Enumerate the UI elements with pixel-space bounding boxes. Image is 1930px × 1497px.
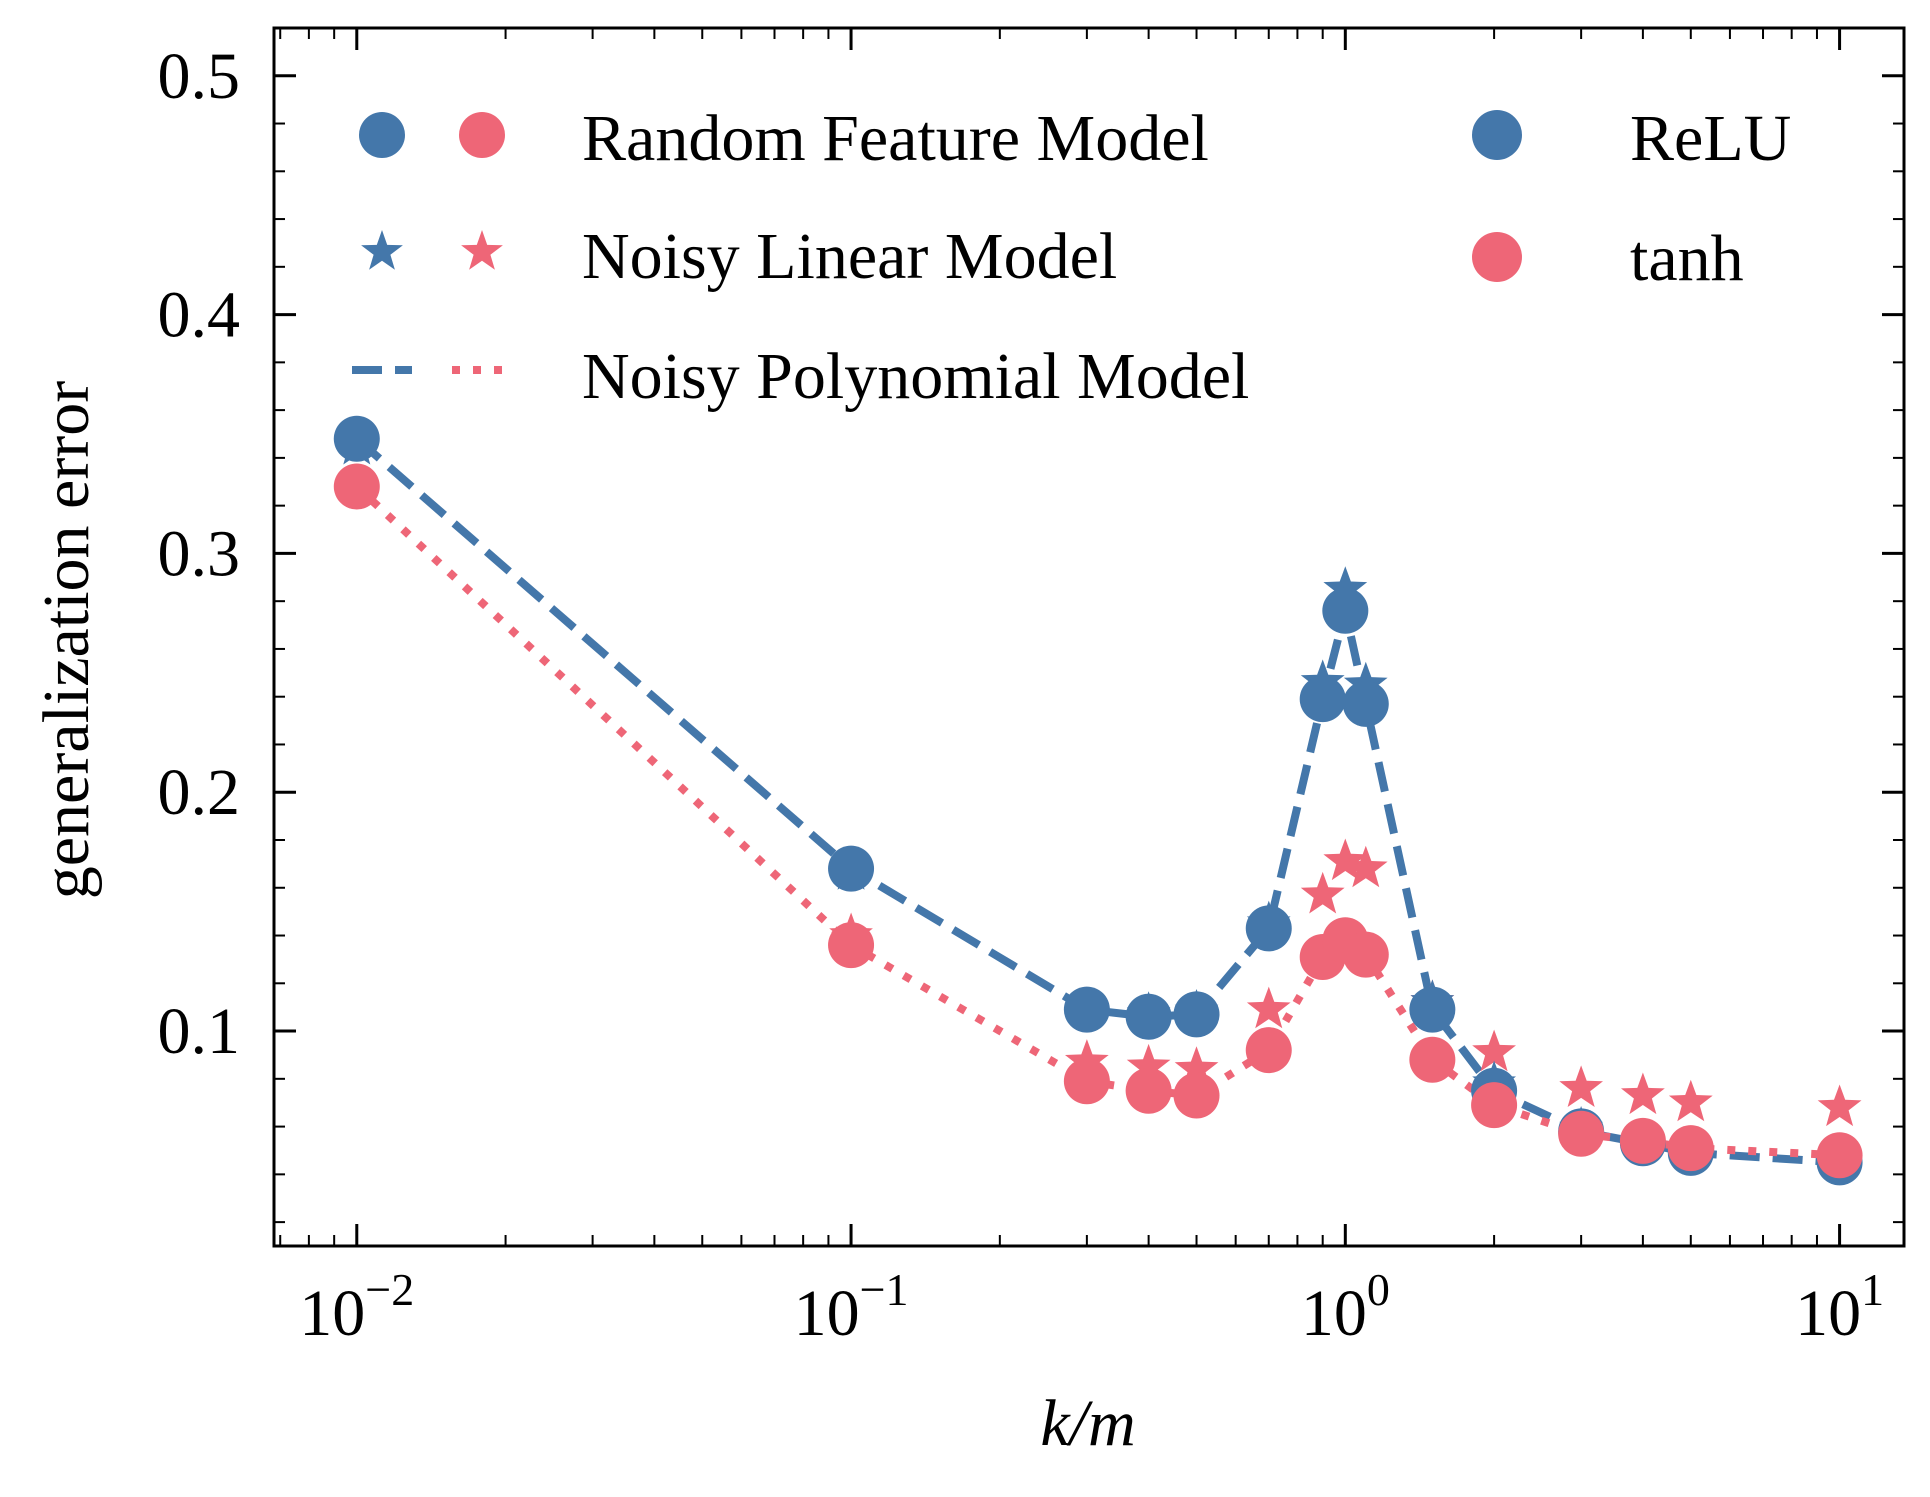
data-point-star-tanh bbox=[1300, 871, 1345, 914]
data-point-circle-tanh bbox=[1342, 931, 1389, 978]
data-point-star-tanh bbox=[1559, 1065, 1603, 1107]
data-point-circle-relu bbox=[1245, 905, 1292, 952]
ticks-layer: 10−2 10−1 100 101 0.1 0.2 0.3 0.4 0.5 bbox=[158, 27, 1904, 1350]
data-point-circle-relu bbox=[1173, 991, 1220, 1038]
data-point-star-tanh bbox=[1323, 838, 1368, 881]
legend-marker-nl-tanh bbox=[461, 230, 503, 270]
legend-label-relu: ReLU bbox=[1630, 102, 1791, 175]
data-point-star-tanh bbox=[1174, 1046, 1219, 1088]
data-point-circle-tanh bbox=[1471, 1082, 1518, 1129]
y-tick-label: 0.3 bbox=[158, 517, 241, 590]
data-point-circle-relu bbox=[1322, 587, 1369, 634]
data-point-circle-tanh bbox=[1173, 1072, 1220, 1119]
legend-marker-relu bbox=[1472, 110, 1522, 160]
data-point-star-tanh bbox=[1621, 1072, 1665, 1115]
data-point-circle-tanh bbox=[1816, 1132, 1863, 1179]
data-point-circle-tanh bbox=[1667, 1125, 1714, 1172]
x-tick-label: 100 bbox=[1301, 1264, 1390, 1350]
data-point-circle-tanh bbox=[1063, 1058, 1110, 1105]
data-point-circle-tanh bbox=[333, 463, 380, 510]
legend-marker-nl-relu bbox=[361, 230, 403, 270]
x-tick-label: 10−1 bbox=[794, 1264, 909, 1350]
x-tick-label: 101 bbox=[1795, 1264, 1884, 1350]
data-point-circle-tanh bbox=[828, 922, 875, 969]
x-axis-title: k/m bbox=[1040, 1387, 1135, 1460]
legend-label-tanh: tanh bbox=[1630, 222, 1744, 295]
legend: Random Feature Model Noisy Linear Model … bbox=[352, 102, 1791, 413]
data-point-star-relu bbox=[1323, 566, 1368, 608]
legend-label-noisy-linear: Noisy Linear Model bbox=[582, 220, 1117, 293]
data-point-star-tanh bbox=[1472, 1029, 1516, 1072]
plot-frame bbox=[272, 26, 1906, 1248]
legend-label-random-feature: Random Feature Model bbox=[582, 102, 1209, 175]
x-tick-label: 10−2 bbox=[299, 1264, 414, 1350]
data-point-star-tanh bbox=[1668, 1079, 1713, 1122]
data-point-star-tanh bbox=[1126, 1043, 1171, 1086]
y-tick-label: 0.1 bbox=[158, 995, 241, 1068]
data-point-circle-tanh bbox=[1245, 1027, 1292, 1074]
data-point-circle-relu bbox=[828, 845, 875, 892]
data-point-circle-tanh bbox=[1619, 1117, 1666, 1164]
legend-label-noisy-polynomial: Noisy Polynomial Model bbox=[582, 340, 1249, 413]
y-tick-label: 0.2 bbox=[158, 756, 241, 829]
data-point-circle-relu bbox=[333, 415, 380, 462]
data-point-circle-relu bbox=[1063, 986, 1110, 1033]
data-point-circle-tanh bbox=[1409, 1036, 1456, 1083]
series-line-noisy_polynomial-relu bbox=[354, 435, 1840, 1167]
legend-marker-tanh bbox=[1472, 232, 1522, 282]
legend-marker-rf-relu bbox=[359, 112, 405, 158]
legend-marker-rf-tanh bbox=[459, 112, 505, 158]
data-point-star-tanh bbox=[1817, 1084, 1862, 1127]
data-point-circle-tanh bbox=[1125, 1067, 1172, 1114]
data-point-circle-tanh bbox=[1558, 1110, 1605, 1157]
series-markers bbox=[333, 415, 1863, 1186]
data-point-circle-relu bbox=[1342, 680, 1389, 727]
y-tick-label: 0.4 bbox=[158, 279, 241, 352]
data-point-circle-relu bbox=[1409, 986, 1456, 1033]
data-point-star-tanh bbox=[1343, 845, 1388, 888]
data-point-star-tanh bbox=[1246, 986, 1291, 1029]
y-tick-label: 0.5 bbox=[158, 40, 241, 113]
data-point-circle-relu bbox=[1125, 993, 1172, 1040]
series-lines bbox=[354, 435, 1840, 1167]
y-axis-title: generalization error bbox=[30, 381, 103, 900]
data-point-circle-relu bbox=[1299, 676, 1346, 723]
